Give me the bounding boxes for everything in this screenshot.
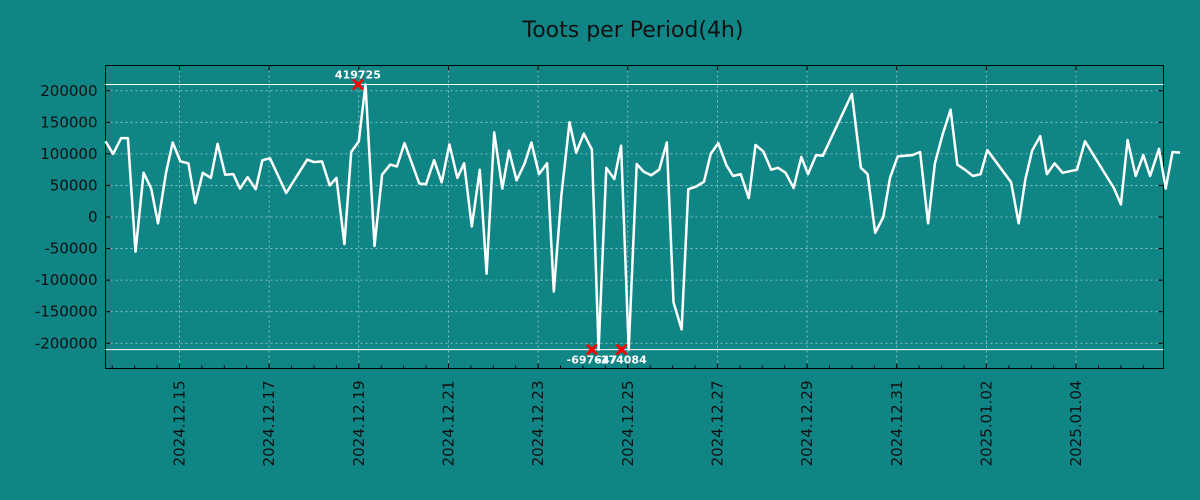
x-tick-label: 2024.12.19 — [350, 381, 368, 467]
x-tick-label: 2024.12.29 — [798, 381, 816, 467]
y-tick-label: 150000 — [40, 113, 97, 131]
x-tick-label: 2024.12.23 — [529, 381, 547, 467]
x-tick-label: 2024.12.15 — [170, 381, 188, 467]
peak-label: -697647 — [567, 354, 618, 367]
x-tick-label: 2024.12.27 — [708, 381, 726, 467]
y-tick-label: -50000 — [44, 240, 97, 258]
chart-title: Toots per Period(4h) — [522, 18, 744, 43]
y-axis: 200000 150000 100000 50000 0 -50000 -100000 -15… — [35, 82, 1164, 352]
y-tick-label: -200000 — [35, 334, 98, 352]
peak-marker-dot — [588, 346, 595, 353]
x-tick-label: 2024.12.31 — [888, 381, 906, 467]
x-axis: 2024.12.15 2024.12.17 2024.12.19 2024.12.21… — [111, 65, 1144, 467]
peak-marker-dot — [618, 346, 625, 353]
y-tick-label: -100000 — [35, 271, 98, 289]
x-tick-label: 2024.12.25 — [619, 381, 637, 467]
peak-markers: 419725 -697647-274084 — [335, 68, 647, 366]
y-tick-label: 200000 — [40, 82, 97, 100]
x-tick-label: 2025.01.02 — [977, 381, 995, 467]
clip-lines — [105, 83, 1164, 351]
grid — [105, 65, 1164, 369]
y-tick-label: 100000 — [40, 145, 97, 163]
x-tick-label: 2025.01.04 — [1067, 381, 1085, 467]
y-tick-label: 0 — [88, 208, 98, 226]
peak-marker-dot — [354, 81, 361, 88]
y-tick-label: -150000 — [35, 303, 98, 321]
x-tick-label: 2024.12.17 — [260, 381, 278, 467]
x-tick-label: 2024.12.21 — [439, 381, 457, 467]
peak-label: 419725 — [335, 68, 381, 81]
y-tick-label: 50000 — [50, 176, 98, 194]
series-line — [104, 83, 1181, 351]
peak-label: -274084 — [596, 354, 647, 367]
